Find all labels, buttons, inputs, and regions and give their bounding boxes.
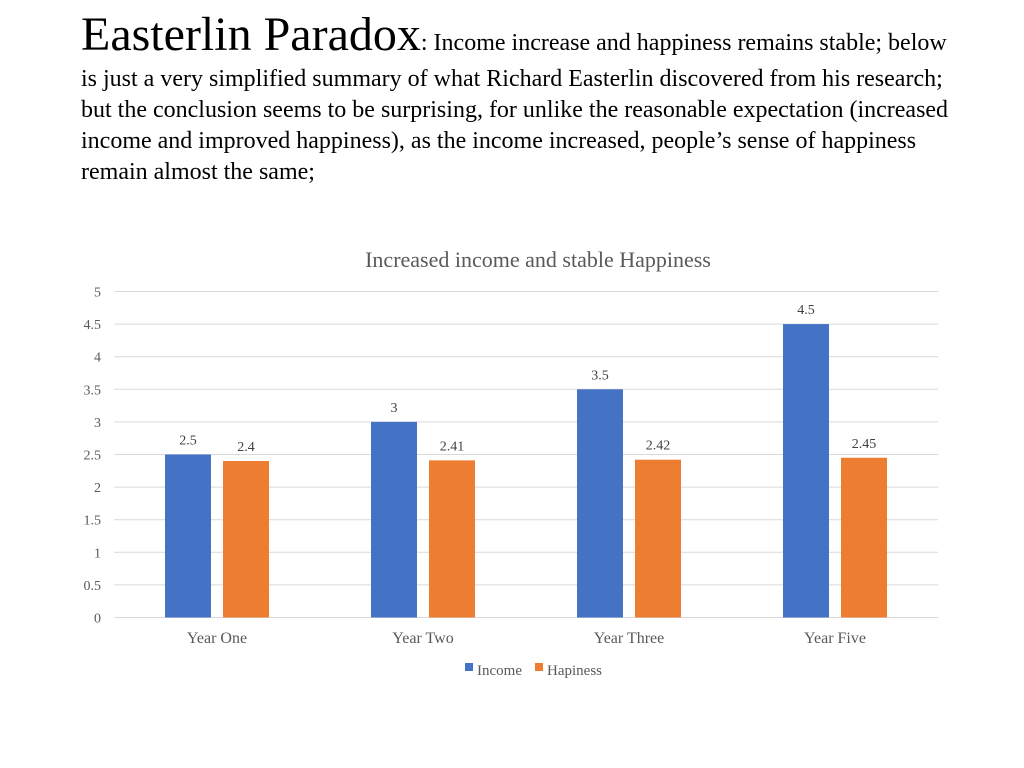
data-label: 3 bbox=[391, 401, 398, 416]
bar-income bbox=[783, 324, 829, 618]
data-label: 2.41 bbox=[440, 439, 465, 454]
slide-subtitle: : Income increase and happiness remains … bbox=[81, 30, 949, 185]
slide-title: Easterlin Paradox bbox=[81, 8, 421, 61]
x-tick-label: Year Two bbox=[392, 630, 453, 647]
y-tick-label: 4.5 bbox=[84, 318, 102, 333]
data-label: 3.5 bbox=[591, 368, 609, 383]
y-tick-label: 2.5 bbox=[84, 449, 102, 464]
y-tick-label: 3 bbox=[94, 416, 101, 431]
x-tick-label: Year Three bbox=[594, 630, 665, 647]
bar-hapiness bbox=[223, 461, 269, 618]
legend-label: Hapiness bbox=[547, 663, 602, 679]
bar-hapiness bbox=[841, 457, 887, 618]
bar-income bbox=[577, 389, 623, 618]
y-tick-label: 4 bbox=[94, 351, 101, 366]
slide-text-block: Easterlin Paradox: Income increase and h… bbox=[81, 6, 961, 188]
y-tick-label: 2 bbox=[94, 481, 101, 496]
bar-hapiness bbox=[635, 459, 681, 618]
bar-income bbox=[371, 421, 417, 618]
data-label: 2.45 bbox=[852, 437, 877, 452]
x-tick-label: Year One bbox=[187, 630, 247, 647]
data-label: 2.42 bbox=[646, 439, 671, 454]
legend-swatch bbox=[465, 663, 473, 671]
y-tick-label: 1 bbox=[94, 546, 101, 561]
y-tick-label: 5 bbox=[94, 286, 101, 301]
bar-income bbox=[165, 454, 211, 618]
y-tick-label: 3.5 bbox=[84, 383, 102, 398]
bar-hapiness bbox=[429, 460, 475, 618]
legend-swatch bbox=[535, 663, 543, 671]
data-label: 2.4 bbox=[237, 440, 255, 455]
y-tick-label: 0.5 bbox=[84, 579, 102, 594]
chart-title: Increased income and stable Happiness bbox=[365, 247, 711, 272]
legend-label: Income bbox=[477, 663, 522, 679]
y-tick-label: 1.5 bbox=[84, 514, 102, 529]
x-tick-label: Year Five bbox=[804, 630, 866, 647]
y-tick-label: 0 bbox=[94, 612, 101, 627]
data-label: 2.5 bbox=[179, 434, 197, 449]
data-label: 4.5 bbox=[797, 303, 815, 318]
